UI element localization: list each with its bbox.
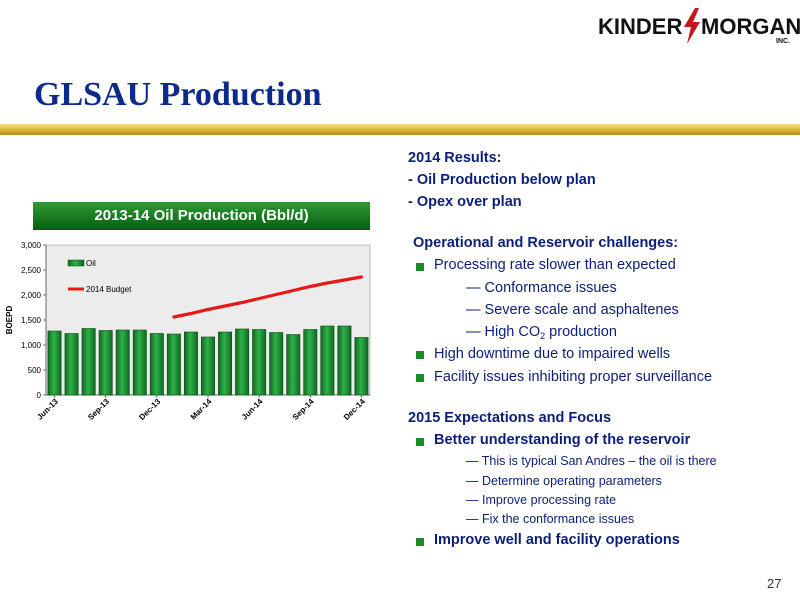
dash-glyph: — [466, 493, 479, 507]
dash-glyph: — [466, 512, 479, 526]
expectation-sub-1-text: This is typical San Andres – the oil is … [481, 454, 717, 468]
expectation-sub-3-text: Improve processing rate [481, 493, 617, 507]
challenge-sub-2-text: Severe scale and asphaltenes [484, 302, 679, 318]
challenge-sub-1: — Conformance issues [466, 280, 617, 296]
oil-bar [98, 330, 113, 396]
oil-bar [354, 337, 369, 396]
logo-sub: INC. [776, 38, 790, 45]
oil-bar [303, 329, 318, 396]
challenge-sub-3-pre: High CO [484, 324, 541, 340]
expectations-heading: 2015 Expectations and Focus [408, 410, 612, 426]
y-tick-label: 2,500 [21, 266, 42, 275]
oil-bar [183, 331, 198, 396]
oil-bar [149, 333, 164, 396]
challenge-sub-2: — Severe scale and asphaltenes [466, 302, 679, 318]
slide-title: GLSAU Production [34, 76, 322, 113]
logo-text-right: MORGAN [701, 14, 800, 39]
expectation-sub-1: — This is typical San Andres – the oil i… [466, 454, 717, 468]
oil-bar [320, 325, 335, 396]
challenge-sub-1-text: Conformance issues [484, 280, 617, 296]
legend-budget-label: 2014 Budget [86, 285, 132, 294]
challenge-sub-3-post: production [545, 324, 617, 340]
oil-production-chart: 0 500 1,000 1,500 2,000 2,500 3,000 BOEPD Jun-13… [5, 241, 371, 422]
x-tick-label: Sep-14 [291, 397, 316, 422]
challenge-bullet-2: High downtime due to impaired wells [434, 346, 671, 362]
bullet-square-icon [416, 263, 424, 271]
oil-bar [132, 329, 147, 396]
expectation-sub-2-text: Determine operating parameters [481, 474, 662, 488]
results-item-1: - Oil Production below plan [408, 172, 596, 188]
dash-glyph: — [466, 324, 481, 340]
expectation-bullet-2: Improve well and facility operations [434, 532, 680, 548]
x-tick-label: Sep-13 [86, 397, 111, 422]
oil-bar [166, 333, 181, 396]
challenge-sub-3-subscript: 2 [540, 331, 546, 341]
oil-bar [115, 329, 130, 396]
expectation-sub-3: — Improve processing rate [466, 493, 616, 507]
bullet-square-icon [416, 351, 424, 359]
y-tick-label: 3,000 [21, 241, 42, 250]
expectation-sub-4: — Fix the conformance issues [466, 512, 634, 526]
x-tick-label: Jun-13 [35, 397, 60, 422]
oil-bar [235, 328, 250, 396]
y-tick-label: 2,000 [21, 291, 42, 300]
dash-glyph: — [466, 302, 481, 318]
dash-glyph: — [466, 280, 481, 296]
oil-bar [286, 334, 301, 396]
title-underline-bar [0, 124, 800, 135]
bullet-square-icon [416, 374, 424, 382]
y-tick-label: 1,000 [21, 341, 42, 350]
legend-oil-label: Oil [86, 259, 96, 268]
x-tick-label: Dec-13 [137, 397, 162, 422]
dash-glyph: — [466, 474, 479, 488]
y-tick-label: 1,500 [21, 316, 42, 325]
x-tick-label: Jun-14 [240, 397, 265, 422]
oil-bar [47, 330, 62, 396]
logo-text-left: KINDER [598, 14, 683, 39]
logo-bolt-icon [684, 8, 700, 44]
expectation-sub-4-text: Fix the conformance issues [481, 512, 635, 526]
oil-bar [252, 329, 267, 396]
y-tick-label: 0 [37, 391, 42, 400]
x-tick-label: Mar-14 [189, 397, 214, 422]
challenge-sub-3: — High CO2 production [466, 324, 617, 341]
oil-bar [218, 331, 233, 396]
page-number: 27 [767, 576, 782, 591]
results-item-2: - Opex over plan [408, 194, 522, 210]
oil-bar [337, 325, 352, 396]
y-axis-label: BOEPD [5, 306, 14, 335]
oil-bar [64, 333, 79, 396]
results-heading: 2014 Results: [408, 150, 502, 166]
oil-bar [201, 336, 215, 396]
dash-glyph: — [466, 454, 479, 468]
budget-line [172, 275, 364, 319]
oil-bar [269, 332, 284, 396]
challenges-heading: Operational and Reservoir challenges: [413, 235, 679, 251]
chart-title: 2013-14 Oil Production (Bbl/d) [33, 202, 370, 230]
legend-oil-swatch [67, 259, 85, 267]
bullet-square-icon [416, 538, 424, 546]
oil-bar [81, 328, 96, 396]
challenge-bullet-1: Processing rate slower than expected [434, 257, 676, 273]
y-tick-label: 500 [28, 366, 42, 375]
x-tick-label: Dec-14 [342, 397, 367, 422]
challenge-bullet-3: Facility issues inhibiting proper survei… [434, 369, 713, 385]
bullet-square-icon [416, 438, 424, 446]
expectation-sub-2: — Determine operating parameters [466, 474, 662, 488]
kinder-morgan-logo: KINDER MORGAN INC. [598, 8, 800, 45]
expectation-bullet-1: Better understanding of the reservoir [434, 432, 691, 448]
